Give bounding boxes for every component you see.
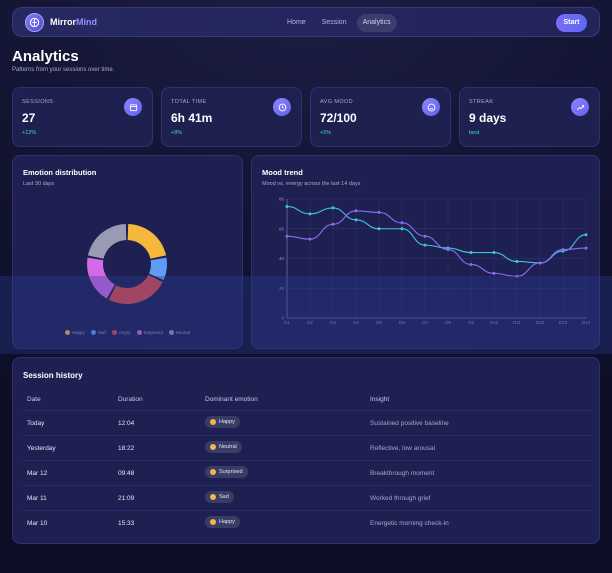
stat-card-avg-mood: AVG MOOD 72/100 +5% xyxy=(310,87,451,147)
legend-swatch xyxy=(90,330,96,335)
cell-date: Mar 10 xyxy=(27,520,48,527)
trend-icon xyxy=(571,98,589,116)
cell-insight: Worked through grief xyxy=(370,495,431,502)
emoji-icon xyxy=(210,444,216,450)
table-row[interactable]: Yesterday 18:22 Neutral Reflective, low … xyxy=(23,435,591,459)
legend-item: Surprised xyxy=(136,330,163,335)
stat-card-sessions: SESSIONS 27 +12% xyxy=(12,87,153,147)
legend-label: Surprised xyxy=(143,330,163,335)
card-subtitle: Last 30 days xyxy=(23,181,55,187)
top-navbar: MirrorMind Home Session Analytics Start xyxy=(12,7,600,37)
clock-icon xyxy=(273,98,291,116)
table-row[interactable]: Mar 10 15:33 Happy Energetic morning che… xyxy=(23,510,591,534)
page-subtitle: Patterns from your sessions over time. xyxy=(12,67,115,73)
legend-label: Happy xyxy=(71,330,85,335)
emotion-label: Happy xyxy=(219,519,235,525)
emotion-legend: Happy Sad Angry Surprised Neutral xyxy=(12,330,243,335)
stat-label: SESSIONS xyxy=(22,99,54,105)
legend-swatch xyxy=(111,330,117,335)
cell-duration: 12:04 xyxy=(118,420,135,427)
cell-duration: 09:48 xyxy=(118,470,135,477)
legend-label: Neutral xyxy=(175,330,191,335)
stat-delta: +12% xyxy=(22,130,37,136)
page-title: Analytics xyxy=(12,48,79,65)
legend-item: Neutral xyxy=(168,330,191,335)
stat-label: AVG MOOD xyxy=(320,99,354,105)
col-header-date: Date xyxy=(27,396,41,403)
card-title: Session history xyxy=(23,371,83,380)
col-header-duration: Duration xyxy=(118,396,143,403)
col-header-emotion: Dominant emotion xyxy=(205,396,258,403)
stat-value: 27 xyxy=(22,111,36,125)
emoji-icon xyxy=(210,419,216,425)
cell-insight: Energetic morning check-in xyxy=(370,520,449,527)
stat-card-total-time: TOTAL TIME 6h 41m +8% xyxy=(161,87,302,147)
smile-icon xyxy=(422,98,440,116)
emotion-badge: Surprised xyxy=(205,466,248,478)
session-history-card: Session history Date Duration Dominant e… xyxy=(12,357,600,544)
emoji-icon xyxy=(210,469,216,475)
legend-label: Angry xyxy=(118,330,131,335)
stat-delta: +5% xyxy=(320,130,332,136)
legend-item: Angry xyxy=(111,330,131,335)
cell-date: Mar 11 xyxy=(27,495,47,502)
calendar-icon xyxy=(124,98,142,116)
table-row[interactable]: Mar 12 09:48 Surprised Breakthrough mome… xyxy=(23,460,591,484)
emoji-icon xyxy=(210,494,216,500)
emotion-badge: Neutral xyxy=(205,441,242,453)
nav-analytics[interactable]: Analytics xyxy=(356,14,397,32)
emotion-badge: Sad xyxy=(205,491,234,503)
brand-second: Mind xyxy=(76,17,98,27)
stat-value: 9 days xyxy=(469,111,507,125)
cell-duration: 18:22 xyxy=(118,445,135,452)
stat-card-streak: STREAK 9 days best xyxy=(459,87,600,147)
cell-duration: 15:33 xyxy=(118,520,135,527)
cell-date: Mar 12 xyxy=(27,470,48,477)
emoji-icon xyxy=(210,519,216,525)
table-row[interactable]: Today 12:04 Happy Sustained positive bas… xyxy=(23,410,591,434)
cell-date: Today xyxy=(27,420,45,427)
nav-links: Home Session Analytics xyxy=(281,14,397,32)
stat-label: STREAK xyxy=(469,99,494,105)
legend-item: Happy xyxy=(64,330,85,335)
cell-insight: Breakthrough moment xyxy=(370,470,435,477)
legend-swatch xyxy=(168,330,174,335)
emotion-label: Neutral xyxy=(219,444,237,450)
cell-insight: Reflective, low arousal xyxy=(370,445,436,452)
cell-insight: Sustained positive baseline xyxy=(370,420,449,427)
legend-swatch xyxy=(136,330,142,335)
emotion-distribution-card: Emotion distribution Last 30 days xyxy=(12,155,243,349)
card-subtitle: Mood vs. energy across the last 14 days xyxy=(262,181,361,187)
nav-home[interactable]: Home xyxy=(287,19,306,26)
emotion-label: Surprised xyxy=(219,469,243,475)
emotion-label: Happy xyxy=(219,419,235,425)
stat-value: 72/100 xyxy=(320,111,357,125)
cell-duration: 21:09 xyxy=(118,495,135,502)
col-header-insight: Insight xyxy=(370,396,390,403)
logo-icon[interactable] xyxy=(25,12,44,32)
card-title: Mood trend xyxy=(262,168,303,177)
mood-trend-card: Mood trend Mood vs. energy across the la… xyxy=(251,155,600,349)
table-row[interactable]: Mar 11 21:09 Sad Worked through grief xyxy=(23,485,591,509)
emotion-badge: Happy xyxy=(205,516,240,528)
nav-session[interactable]: Session xyxy=(321,19,347,26)
legend-swatch xyxy=(64,330,70,335)
card-title: Emotion distribution xyxy=(23,168,97,177)
brand-name[interactable]: MirrorMind xyxy=(50,17,97,27)
legend-item: Sad xyxy=(90,330,106,335)
legend-label: Sad xyxy=(97,330,106,335)
stat-delta: +8% xyxy=(171,130,183,136)
emotion-badge: Happy xyxy=(205,416,240,428)
start-button[interactable]: Start xyxy=(556,14,587,32)
emotion-label: Sad xyxy=(219,494,229,500)
stat-label: TOTAL TIME xyxy=(171,99,207,105)
cell-date: Yesterday xyxy=(27,445,56,452)
stat-value: 6h 41m xyxy=(171,111,213,125)
brand-first: Mirror xyxy=(50,17,77,27)
stat-delta: best xyxy=(469,130,480,136)
